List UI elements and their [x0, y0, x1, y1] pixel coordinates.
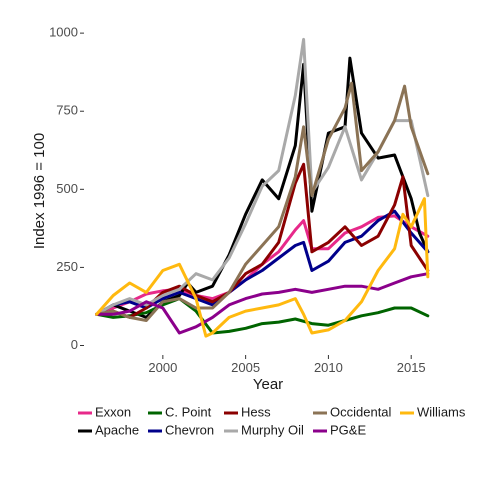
x-tick-label-2010: 2010	[314, 360, 343, 375]
y-tick-label-1000: 1000	[49, 25, 78, 40]
y-tick-label-500: 500	[56, 181, 78, 196]
x-tick-label-2015: 2015	[397, 360, 426, 375]
legend-label-pg-e: PG&E	[330, 422, 366, 437]
legend-label-occidental: Occidental	[330, 404, 392, 419]
x-tick-label-2005: 2005	[231, 360, 260, 375]
y-tick-label-0: 0	[71, 337, 78, 352]
series-line-exxon	[95, 214, 430, 316]
legend: Exxon C. Point Hess Occidental Williams Apach…	[78, 404, 466, 437]
legend-label-williams: Williams	[417, 404, 466, 419]
x-tick-label-2000: 2000	[148, 360, 177, 375]
legend-label-c-point: C. Point	[165, 404, 212, 419]
legend-label-apache: Apache	[95, 422, 139, 437]
series-line-williams	[95, 197, 430, 338]
y-axis: 0 250 500 750 1000	[49, 25, 84, 352]
legend-label-hess: Hess	[241, 404, 271, 419]
legend-label-exxon: Exxon	[95, 404, 131, 419]
legend-label-chevron: Chevron	[165, 422, 214, 437]
x-axis-title: Year	[253, 376, 283, 393]
y-tick-label-250: 250	[56, 259, 78, 274]
series-line-pg-e	[95, 272, 430, 335]
series-line-c-point	[95, 297, 430, 335]
series-line-murphy-oil	[95, 37, 430, 316]
legend-label-murphy-oil: Murphy Oil	[241, 422, 304, 437]
x-axis: 2000 2005 2010 2015	[148, 355, 426, 375]
series-lines	[95, 37, 430, 338]
series-line-occidental	[95, 81, 430, 322]
y-tick-label-750: 750	[56, 103, 78, 118]
y-axis-title: Index 1996 = 100	[31, 133, 48, 249]
